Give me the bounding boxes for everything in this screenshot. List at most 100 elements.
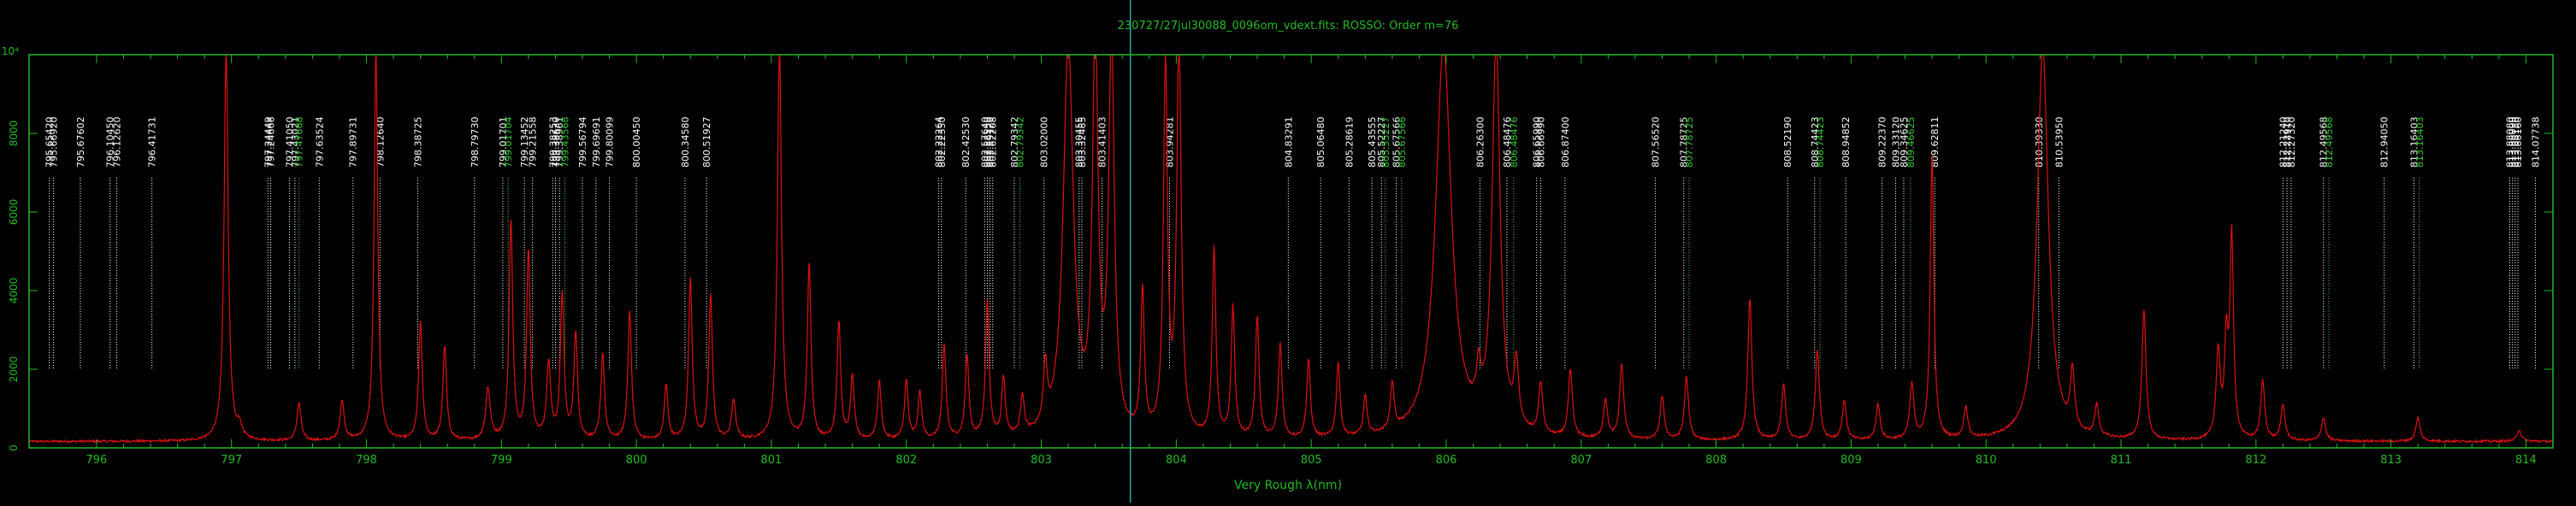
marker-label: 806.66990 [1535, 117, 1546, 168]
y-tick-label: 8000 [8, 121, 20, 147]
marker-label: 813.88090 [2508, 117, 2519, 168]
marker-label: 802.57640 [979, 117, 990, 168]
marker-label: 805.06480 [1315, 117, 1326, 168]
marker-label: 805.28619 [1344, 117, 1355, 168]
x-tick-label: 799 [491, 454, 512, 467]
marker-label: 799.69691 [591, 117, 602, 168]
marker-label: 807.78725 [1679, 117, 1690, 168]
marker-label: 812.94050 [2379, 117, 2390, 168]
marker-label: 806.65990 [1532, 117, 1543, 168]
x-axis-label: Very Rough λ(nm) [1234, 479, 1342, 492]
marker-label: 812.49568 [2319, 117, 2330, 168]
x-tick-label: 802 [895, 454, 917, 467]
marker-label: 808.74423 [1810, 117, 1821, 168]
marker-label: 799.38961 [554, 117, 565, 168]
marker-label: 806.48476 [1509, 117, 1520, 168]
marker-label: 813.88160 [2513, 117, 2524, 168]
marker-label: 802.79342 [1014, 117, 1025, 168]
marker-label: 799.01701 [498, 117, 509, 168]
x-tick-label: 808 [1705, 454, 1727, 467]
marker-label: 802.22350 [936, 117, 948, 168]
x-tick-label: 796 [86, 454, 107, 467]
y-tick-label: 6000 [8, 199, 20, 226]
marker-label: 799.38253 [547, 117, 558, 168]
x-tick-label: 810 [1976, 454, 1997, 467]
marker-label: 799.56794 [577, 117, 588, 168]
x-tick-label: 798 [356, 454, 377, 467]
marker-label: 809.62811 [1929, 117, 1941, 168]
marker-label: 810.53950 [2053, 117, 2065, 168]
x-tick-label: 797 [221, 454, 242, 467]
spectrum-series [28, 54, 2554, 444]
marker-label: 812.22910 [2282, 117, 2293, 168]
marker-label: 804.83291 [1283, 117, 1294, 168]
plot-frame [28, 54, 2554, 449]
x-tick-label: 805 [1301, 454, 1322, 467]
marker-label: 795.65420 [44, 117, 56, 168]
marker-label: 797.63524 [314, 117, 325, 168]
marker-label: 808.94852 [1840, 117, 1852, 168]
x-tick-label: 806 [1436, 454, 1457, 467]
marker-label: 798.79730 [470, 117, 481, 168]
marker-label: 813.88080 [2505, 117, 2516, 168]
marker-label: 802.22264 [934, 117, 945, 168]
marker-label: 799.43568 [559, 117, 570, 168]
marker-label: 802.62208 [988, 117, 999, 168]
spectrum-line [28, 54, 2554, 444]
marker-label: 797.24666 [265, 117, 276, 168]
marker-label: 802.58550 [982, 117, 993, 168]
marker-label: 805.55227 [1380, 117, 1391, 168]
x-tick-label: 804 [1166, 454, 1187, 467]
marker-label: 803.32485 [1077, 117, 1088, 168]
x-tick-label: 812 [2245, 454, 2266, 467]
y-tick-label: 0 [8, 444, 20, 451]
marker-label: 803.30455 [1074, 117, 1085, 168]
y-tick-label: 2000 [8, 356, 20, 383]
marker-label: 813.16403 [2414, 117, 2425, 168]
marker-label: 797.89731 [348, 117, 359, 168]
x-tick-label: 801 [761, 454, 783, 467]
marker-label: 802.59120 [985, 117, 996, 168]
x-tick-label: 803 [1031, 454, 1052, 467]
marker-label: 799.80099 [605, 117, 616, 168]
marker-label: 805.67566 [1397, 117, 1408, 168]
marker-label: 800.51927 [701, 117, 712, 168]
marker-label: 795.66920 [48, 117, 59, 168]
marker-label: 806.26300 [1474, 117, 1486, 168]
marker-label: 799.01704 [503, 117, 514, 168]
marker-label: 812.27320 [2286, 117, 2297, 168]
marker-label: 809.34625 [1899, 117, 1910, 168]
marker-label: 798.38725 [412, 116, 423, 168]
marker-label: 796.41731 [147, 117, 158, 168]
marker-label: 805.52227 [1376, 117, 1387, 168]
marker-label: 797.47688 [294, 117, 305, 168]
marker-label: 797.43021 [290, 117, 301, 168]
x-tick-label: 807 [1570, 454, 1592, 467]
marker-label: 812.49568 [2324, 117, 2335, 168]
axis-ticks: 796 797 798 799 800 801 802 803 804 805 806 807 808 8… [8, 55, 2553, 467]
marker-label: 807.56520 [1651, 117, 1662, 168]
marker-label: 799.21558 [528, 117, 539, 168]
marker-label: 802.42530 [960, 117, 972, 168]
marker-label: 812.21240 [2278, 117, 2289, 168]
marker-label: 813.88150 [2510, 117, 2521, 168]
marker-label: 806.87400 [1560, 117, 1571, 168]
x-tick-label: 814 [2515, 454, 2537, 467]
x-tick-label: 809 [1840, 454, 1862, 467]
y-tick-label: 4000 [8, 278, 20, 304]
marker-label: 807.78725 [1684, 117, 1695, 168]
marker-label: 797.24449 [263, 117, 274, 168]
x-tick-label: 811 [2111, 454, 2132, 467]
marker-label: 802.79342 [1009, 117, 1020, 168]
marker-label: 799.13452 [519, 117, 530, 168]
marker-label: 809.46625 [1905, 117, 1917, 168]
marker-label: 813.16403 [2408, 117, 2419, 168]
marker-label: 814.07738 [2530, 117, 2541, 168]
plot-axes [28, 54, 2554, 449]
marker-label: 803.41403 [1097, 117, 1108, 168]
chart-title: 230727/27jul30088_0096om_vdext.fits: ROS… [1118, 20, 1459, 32]
